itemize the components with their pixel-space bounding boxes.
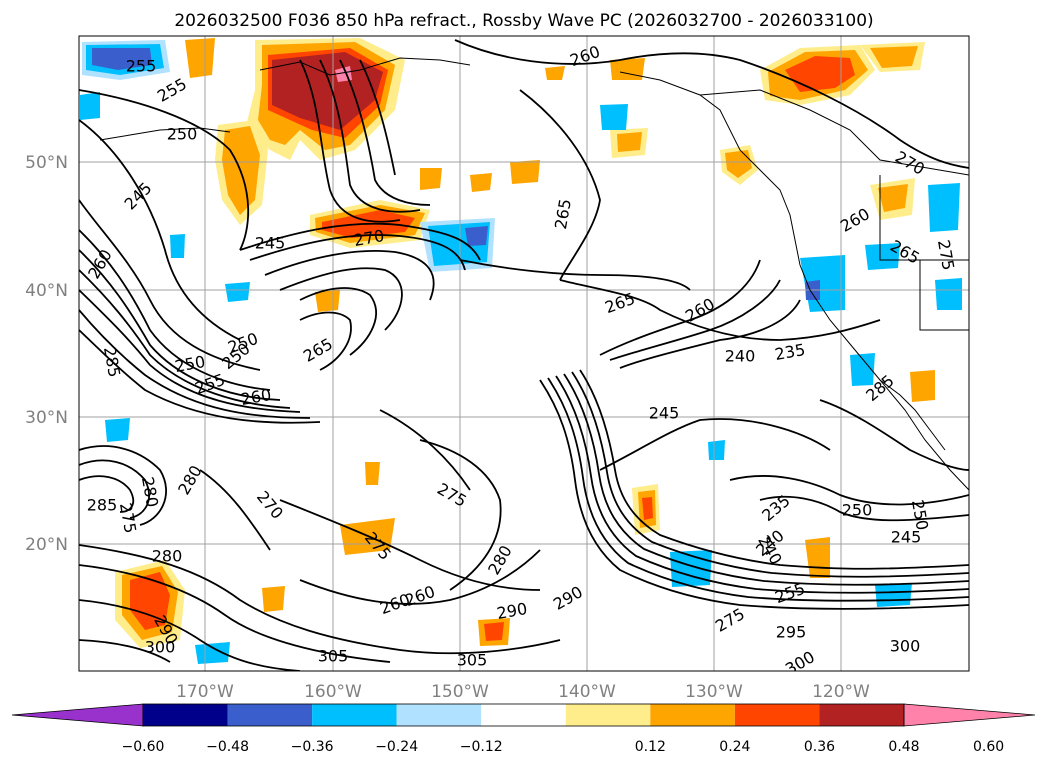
anomaly-patch xyxy=(870,46,918,68)
anomaly-patch xyxy=(865,243,900,270)
anomaly-patch xyxy=(130,572,170,630)
anomaly-patch xyxy=(878,184,908,212)
colorbar-segment xyxy=(143,704,228,726)
anomaly-patch xyxy=(928,183,960,232)
latitude-labels: 50°N 40°N 30°N 20°N xyxy=(25,153,68,555)
contour-label: 305 xyxy=(457,651,488,670)
colorbar-tick-label: 0.12 xyxy=(635,739,666,755)
colorbar-extend-low xyxy=(11,703,144,727)
anomaly-patch xyxy=(185,38,215,78)
anomaly-patch xyxy=(935,278,962,310)
longitude-labels: 170°W 160°W 150°W 140°W 130°W 120°W xyxy=(176,682,870,702)
anomaly-patch xyxy=(785,56,855,92)
colorbar-segment xyxy=(396,704,482,726)
contour-label: 240 xyxy=(725,347,756,366)
colorbar-tick-label: 0.24 xyxy=(719,739,750,755)
colorbar-tick-label: 0.60 xyxy=(973,739,1004,755)
anomaly-patch xyxy=(195,642,230,664)
anomaly-patch xyxy=(850,353,875,386)
lat-label: 40°N xyxy=(25,281,68,301)
colorbar-tick-label: −0.60 xyxy=(122,739,165,755)
lon-label: 120°W xyxy=(812,682,870,702)
colorbar-tick-label: −0.48 xyxy=(206,739,249,755)
contour-label: 250 xyxy=(842,501,873,520)
map-title: 2026032500 F036 850 hPa refract., Rossby… xyxy=(174,11,873,31)
colorbar-tick-label: 0.36 xyxy=(804,739,835,755)
contour-label: 280 xyxy=(152,547,183,566)
contour-label: 250 xyxy=(167,125,198,144)
anomaly-patch xyxy=(315,290,340,312)
contour-label: 245 xyxy=(891,528,922,547)
anomaly-patch xyxy=(545,66,565,80)
contour-label: 285 xyxy=(87,496,118,515)
lon-label: 150°W xyxy=(431,682,489,702)
anomaly-patch xyxy=(420,168,442,190)
contour-label: 300 xyxy=(890,637,921,656)
colorbar-frame xyxy=(142,703,905,727)
lon-label: 130°W xyxy=(685,682,743,702)
colorbar-tick-label: −0.36 xyxy=(291,739,334,755)
colorbar-extend-high xyxy=(903,703,1036,727)
anomaly-patch xyxy=(225,282,250,302)
lat-label: 30°N xyxy=(25,408,68,428)
contour-label: 305 xyxy=(318,647,349,666)
anomaly-patch xyxy=(910,370,935,402)
anomaly-patch xyxy=(725,150,752,178)
colorbar-segment xyxy=(565,704,651,726)
anomaly-patch xyxy=(484,622,504,641)
colorbar: −0.60 −0.48 −0.36 −0.24 −0.12 0.12 0.24 0.36 0.4… xyxy=(11,703,1036,755)
contour-label: 300 xyxy=(145,638,176,657)
contour-label: 245 xyxy=(649,404,680,423)
colorbar-tick-label: 0.48 xyxy=(888,739,919,755)
anomaly-patch xyxy=(510,160,540,184)
contour-label: 295 xyxy=(776,623,807,642)
lat-label: 20°N xyxy=(25,535,68,555)
contour-label: 255 xyxy=(126,57,157,76)
contour-label: 245 xyxy=(255,234,286,253)
anomaly-patch xyxy=(80,92,100,120)
anomaly-patch xyxy=(642,497,653,520)
lon-label: 140°W xyxy=(558,682,616,702)
anomaly-patch xyxy=(600,104,628,130)
anomaly-patch xyxy=(708,440,725,460)
anomaly-patch xyxy=(610,58,645,80)
anomaly-patch xyxy=(617,132,642,152)
colorbar-segment xyxy=(312,704,397,726)
anomaly-patch xyxy=(272,52,383,130)
refractivity-contours xyxy=(79,39,969,671)
colorbar-tick-label: −0.24 xyxy=(375,739,418,755)
colorbar-segment xyxy=(227,704,313,726)
anomaly-patch xyxy=(92,48,152,70)
lat-label: 50°N xyxy=(25,153,68,173)
anomaly-patch xyxy=(875,583,912,607)
map-frame xyxy=(78,35,970,672)
anomaly-patch xyxy=(105,418,130,442)
lon-label: 170°W xyxy=(176,682,234,702)
colorbar-segment xyxy=(481,704,566,726)
anomaly-patch xyxy=(262,586,285,612)
anomaly-patch xyxy=(365,462,380,485)
anomaly-patch xyxy=(170,234,185,258)
colorbar-segment xyxy=(819,704,904,726)
colorbar-tick-label: −0.12 xyxy=(460,739,503,755)
colorbar-segment xyxy=(734,704,820,726)
lon-label: 160°W xyxy=(304,682,362,702)
colorbar-segment xyxy=(650,704,735,726)
anomaly-patch xyxy=(465,226,488,246)
anomaly-patch xyxy=(470,173,492,192)
